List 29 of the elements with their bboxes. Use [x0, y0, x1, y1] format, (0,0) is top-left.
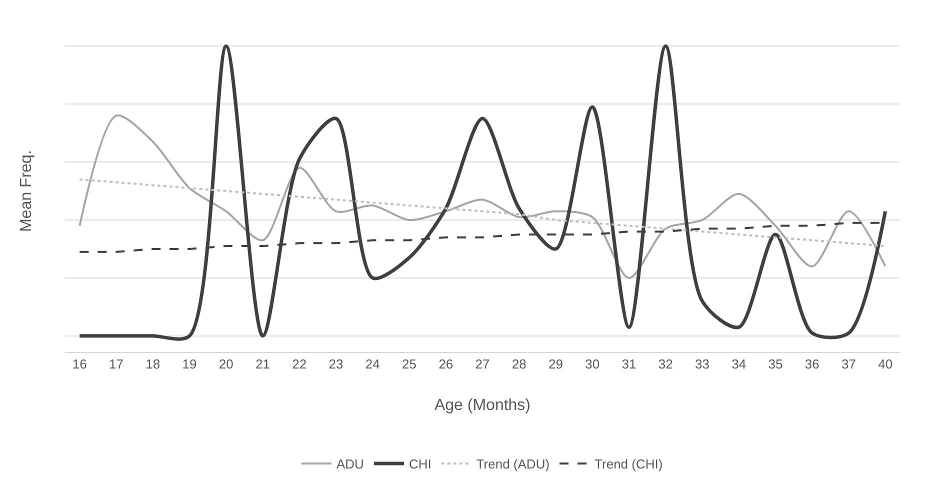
x-tick-label: 28 — [512, 356, 526, 372]
x-tick-label: 34 — [732, 356, 746, 372]
x-tick-label: 25 — [402, 356, 416, 372]
x-tick-label: 37 — [841, 356, 856, 372]
x-axis-title: Age (Months) — [434, 397, 531, 414]
x-tick-label: 36 — [804, 356, 820, 372]
legend-label: Trend (ADU) — [476, 456, 550, 472]
x-tick-label: 32 — [658, 356, 673, 372]
x-tick-label: 30 — [585, 356, 600, 372]
y-axis-title: Mean Freq. — [18, 150, 35, 232]
x-tick-label: 16 — [72, 356, 87, 372]
x-tick-label: 27 — [475, 356, 490, 372]
x-tick-label: 26 — [438, 356, 454, 372]
legend-label: Trend (CHI) — [594, 456, 663, 472]
x-tick-label: 29 — [548, 356, 563, 372]
x-tick-label: 31 — [622, 356, 636, 372]
legend-label: CHI — [408, 456, 432, 472]
x-tick-label: 19 — [182, 356, 197, 372]
x-tick-label: 22 — [292, 356, 307, 372]
x-tick-label: 20 — [218, 356, 234, 372]
x-tick-label: 24 — [365, 356, 380, 372]
x-tick-label: 40 — [878, 356, 893, 372]
x-tick-label: 17 — [109, 356, 124, 372]
legend-label: ADU — [336, 456, 364, 472]
x-tick-label: 33 — [695, 356, 710, 372]
x-tick-label: 18 — [146, 356, 160, 372]
x-tick-label: 23 — [328, 356, 344, 372]
x-tick-label: 21 — [256, 356, 270, 372]
x-tick-label: 35 — [768, 356, 783, 372]
